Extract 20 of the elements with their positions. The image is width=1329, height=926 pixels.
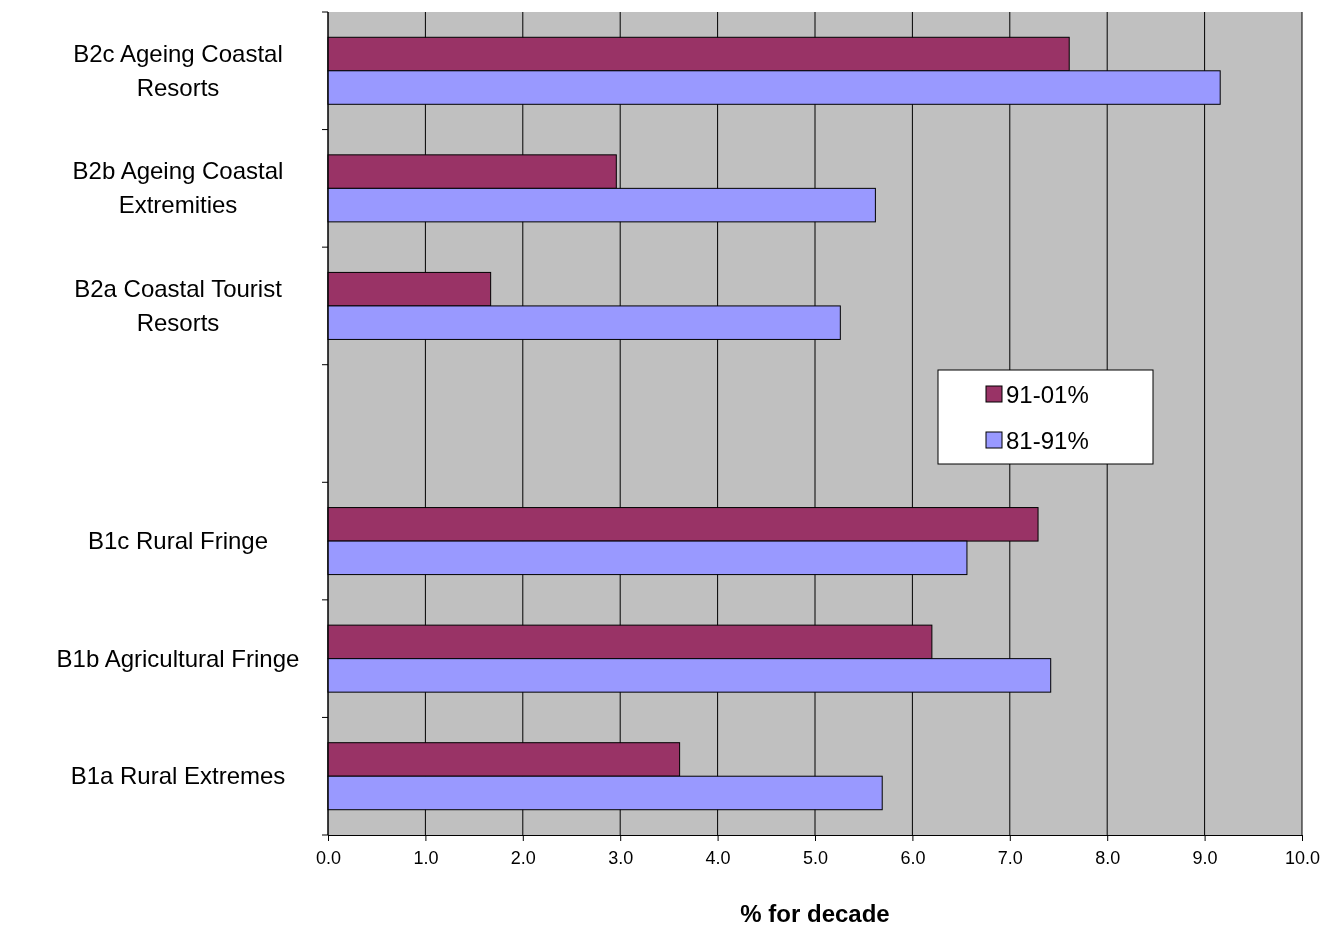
x-tick-label: 7.0 bbox=[997, 847, 1023, 868]
y-tick-label: B1a Rural Extremes bbox=[70, 762, 286, 790]
y-tick-label: B1b Agricultural Fringe bbox=[56, 644, 300, 672]
y-tick-label: B1c Rural Fringe bbox=[87, 527, 269, 555]
x-tick-label: 10.0 bbox=[1284, 847, 1321, 868]
x-tick-label: 5.0 bbox=[802, 847, 829, 868]
legend-label: 81-91% bbox=[1006, 427, 1089, 454]
x-tick-label: 4.0 bbox=[705, 847, 731, 868]
x-axis-title: % for decade bbox=[740, 900, 890, 926]
x-tick-label: 8.0 bbox=[1095, 847, 1121, 868]
legend-label: 91-01% bbox=[1006, 381, 1089, 408]
x-tick-label: 6.0 bbox=[900, 847, 926, 868]
y-tick-label: B2c Ageing Coastal Resorts bbox=[73, 39, 283, 101]
x-tick-label: 9.0 bbox=[1192, 847, 1218, 868]
x-tick-label: 1.0 bbox=[413, 847, 439, 868]
y-tick-label: B2a Coastal Tourist Resorts bbox=[74, 274, 283, 336]
x-tick-label: 0.0 bbox=[315, 847, 342, 868]
x-tick-label: 2.0 bbox=[510, 847, 536, 868]
y-tick-label: B2b Ageing Coastal Extremities bbox=[72, 157, 284, 219]
x-tick-label: 3.0 bbox=[608, 847, 634, 868]
